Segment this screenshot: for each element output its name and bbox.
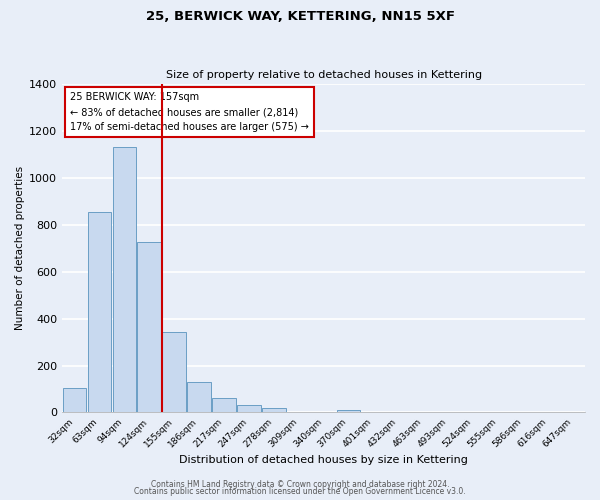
Bar — [113, 148, 136, 412]
Bar — [262, 408, 286, 412]
Text: 25 BERWICK WAY: 157sqm
← 83% of detached houses are smaller (2,814)
17% of semi-: 25 BERWICK WAY: 157sqm ← 83% of detached… — [70, 92, 309, 132]
Text: Contains public sector information licensed under the Open Government Licence v3: Contains public sector information licen… — [134, 487, 466, 496]
Bar — [137, 242, 161, 412]
Text: 25, BERWICK WAY, KETTERING, NN15 5XF: 25, BERWICK WAY, KETTERING, NN15 5XF — [146, 10, 455, 23]
X-axis label: Distribution of detached houses by size in Kettering: Distribution of detached houses by size … — [179, 455, 468, 465]
Bar — [88, 212, 112, 412]
Y-axis label: Number of detached properties: Number of detached properties — [15, 166, 25, 330]
Text: Contains HM Land Registry data © Crown copyright and database right 2024.: Contains HM Land Registry data © Crown c… — [151, 480, 449, 489]
Title: Size of property relative to detached houses in Kettering: Size of property relative to detached ho… — [166, 70, 482, 81]
Bar — [237, 406, 261, 412]
Bar — [337, 410, 361, 412]
Bar — [187, 382, 211, 412]
Bar — [63, 388, 86, 412]
Bar — [212, 398, 236, 412]
Bar — [163, 332, 186, 412]
